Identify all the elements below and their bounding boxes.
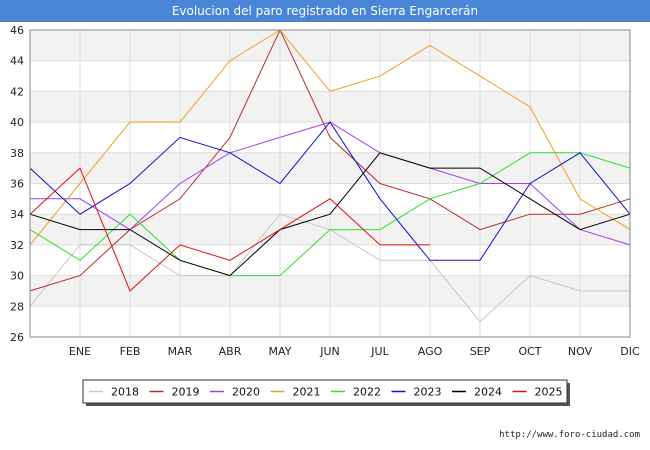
x-tick-label: NOV	[568, 345, 593, 358]
legend-label-2018: 2018	[111, 386, 139, 399]
y-tick-label: 42	[10, 85, 24, 98]
legend-label-2023: 2023	[414, 386, 442, 399]
y-tick-label: 36	[10, 178, 24, 191]
series-lines	[29, 28, 631, 323]
series-line-2025	[29, 167, 430, 292]
y-tick-label: 28	[10, 300, 24, 313]
x-tick-label: ENE	[69, 345, 91, 358]
series-line-2022	[29, 152, 631, 277]
x-tick-labels: ENE FEB MAR ABR MAY JUN JUL AGO SEP OCT NOV DIC	[69, 345, 640, 358]
y-tick-label: 32	[10, 239, 24, 252]
y-tick-label: 26	[10, 331, 24, 344]
y-tick-label: 46	[10, 24, 24, 37]
x-tick-label: OCT	[518, 345, 541, 358]
y-tick-labels: 26 28 30 32 34 36 38 40 42 44 46	[10, 24, 24, 344]
x-tick-label: FEB	[120, 345, 141, 358]
y-tick-label: 34	[10, 208, 24, 221]
x-tick-label: JUN	[319, 345, 340, 358]
legend-label-2020: 2020	[232, 386, 260, 399]
chart-title: Evolucion del paro registrado en Sierra …	[0, 0, 650, 22]
x-tick-label: ABR	[219, 345, 242, 358]
x-tick-label: MAY	[269, 345, 292, 358]
legend: 2018 2019 2020 2021 2022 2023 2024 2025	[82, 379, 570, 406]
y-tick-label: 44	[10, 55, 24, 68]
series-line-2021	[29, 29, 631, 246]
x-tick-label: MAR	[168, 345, 193, 358]
y-tick-label: 38	[10, 147, 24, 160]
y-tick-label: 40	[10, 116, 24, 129]
source-url: http://www.foro-ciudad.com	[499, 430, 640, 440]
legend-label-2025: 2025	[535, 386, 563, 399]
x-tick-label: SEP	[470, 345, 491, 358]
series-line-2023	[29, 121, 631, 261]
x-tick-label: JUL	[370, 345, 389, 358]
x-tick-label: AGO	[418, 345, 443, 358]
legend-label-2022: 2022	[353, 386, 381, 399]
axes	[29, 29, 631, 338]
x-tick-label: DIC	[620, 345, 640, 358]
legend-label-2021: 2021	[293, 386, 321, 399]
plot-frame	[29, 29, 631, 338]
series-line-2024	[29, 152, 631, 277]
legend-box	[82, 379, 568, 404]
legend-label-2024: 2024	[474, 386, 502, 399]
y-tick-label: 30	[10, 270, 24, 283]
legend-label-2019: 2019	[172, 386, 200, 399]
